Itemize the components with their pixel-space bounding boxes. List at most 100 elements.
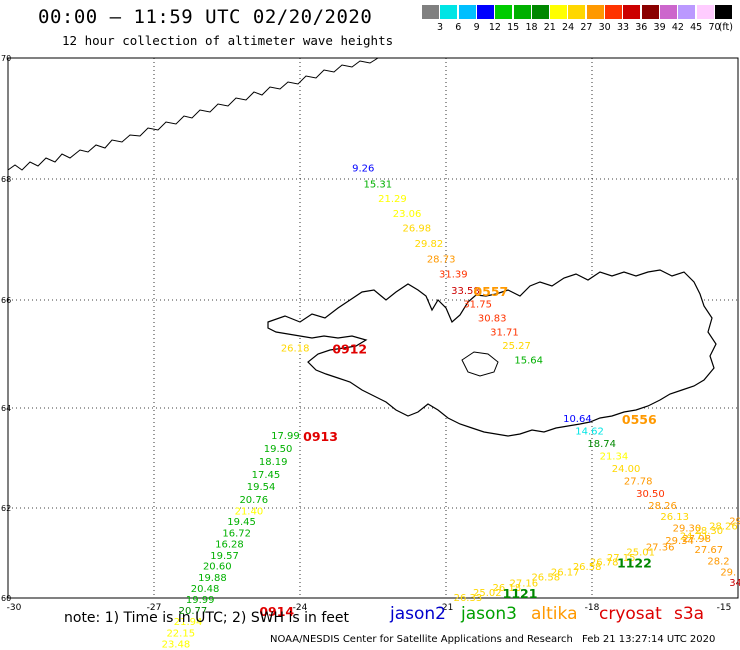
units-note: note: 1) Time is in UTC; 2) SWH is in fe… bbox=[64, 610, 350, 626]
swh-value: 19.57 bbox=[210, 551, 239, 562]
legend-swatch bbox=[422, 5, 439, 19]
pass-time-label: 1122 bbox=[617, 556, 652, 571]
greenland-coastline bbox=[7, 57, 379, 171]
legend-label: 24 bbox=[562, 22, 575, 33]
satellite-jason3: jason3 bbox=[461, 604, 517, 624]
legend-swatch bbox=[495, 5, 513, 19]
pass-time-label: 0913 bbox=[303, 429, 338, 444]
lat-tick-label: 66 bbox=[1, 296, 11, 305]
pass-time-label: 0912 bbox=[332, 341, 367, 356]
swh-value: 22.15 bbox=[166, 628, 195, 639]
swh-value: 34 bbox=[729, 578, 740, 589]
swh-value: 29.30 bbox=[673, 523, 702, 534]
lon-tick-label: -27 bbox=[147, 603, 162, 613]
map-frame bbox=[7, 57, 739, 599]
swh-value: 29.82 bbox=[415, 239, 444, 250]
swh-value: 24.71 bbox=[680, 532, 709, 543]
legend-swatch bbox=[641, 5, 659, 19]
map-subtitle: 12 hour collection of altimeter wave hei… bbox=[62, 33, 394, 48]
swh-value: 27.78 bbox=[624, 477, 653, 488]
swh-value: 25.27 bbox=[502, 341, 531, 352]
iceland-coastline bbox=[267, 269, 717, 437]
legend-label: 21 bbox=[543, 22, 556, 33]
swh-value: 26.18 bbox=[493, 583, 522, 594]
swh-value: 19.50 bbox=[264, 444, 293, 455]
swh-value: 14.62 bbox=[575, 427, 604, 438]
swh-value: 28.26 bbox=[648, 501, 677, 512]
legend-label: 42 bbox=[671, 22, 684, 33]
swh-value: 24.00 bbox=[612, 464, 641, 475]
swh-value: 29. bbox=[720, 568, 736, 579]
swh-value: 10.64 bbox=[563, 414, 592, 425]
credit-line: NOAA/NESDIS Center for Satellite Applica… bbox=[270, 634, 573, 645]
wave-height-labels: 9.26 15.31 21.29 23.06 26.98 29.82 28.73 31.39 3… bbox=[162, 164, 740, 650]
legend-label: 6 bbox=[455, 22, 462, 33]
legend-label: 9 bbox=[473, 22, 480, 33]
swh-value: 27.36 bbox=[646, 542, 675, 553]
swh-value: 27.67 bbox=[694, 545, 723, 556]
legend-label: 27 bbox=[580, 22, 593, 33]
legend-label: 30 bbox=[598, 22, 611, 33]
swh-value: 31.75 bbox=[463, 300, 492, 311]
swh-value: 18.74 bbox=[587, 439, 616, 450]
legend-label: 3 bbox=[436, 22, 444, 33]
legend-swatch bbox=[440, 5, 458, 19]
swh-value: 25.01 bbox=[626, 547, 655, 558]
generated-timestamp: Feb 21 13:27:14 UTC 2020 bbox=[582, 634, 716, 645]
swh-value: 9.26 bbox=[352, 164, 374, 175]
swh-value: 23.48 bbox=[162, 640, 191, 650]
swh-value: 21.40 bbox=[235, 506, 264, 517]
legend-swatch bbox=[531, 5, 549, 19]
swh-value: 20.77 bbox=[179, 606, 208, 617]
swh-value: 25.02 bbox=[473, 588, 502, 599]
lat-tick-label: 62 bbox=[1, 504, 11, 513]
swh-value: 18.19 bbox=[259, 457, 288, 468]
pass-time-label: 0557 bbox=[473, 284, 508, 299]
lat-tick-label: 64 bbox=[1, 404, 11, 413]
swh-value: 31.39 bbox=[439, 270, 468, 281]
swh-value: 21.29 bbox=[378, 194, 407, 205]
swh-value: 26.13 bbox=[660, 512, 689, 523]
legend-swatch bbox=[513, 5, 531, 19]
satellite-cryosat: cryosat bbox=[599, 604, 662, 624]
swh-value: 19.88 bbox=[198, 573, 227, 584]
pass-time-label: 1121 bbox=[503, 586, 538, 601]
swh-value: 27.16 bbox=[510, 578, 539, 589]
swh-value: 16.72 bbox=[222, 528, 251, 539]
legend-swatch bbox=[714, 5, 732, 19]
swh-value: 21.94 bbox=[174, 617, 203, 628]
swh-value: 20.48 bbox=[191, 584, 220, 595]
swh-value: 20.76 bbox=[239, 495, 268, 506]
swh-value: 28.73 bbox=[427, 254, 456, 265]
swh-value: 26.78 bbox=[590, 558, 619, 569]
swh-value: 20.60 bbox=[203, 562, 232, 573]
lat-tick-label: 60 bbox=[1, 594, 11, 603]
swh-value: 27.15 bbox=[607, 553, 636, 564]
swh-value: 26.17 bbox=[551, 568, 580, 579]
legend-label: 15 bbox=[507, 22, 520, 33]
legend-label: 70 bbox=[708, 22, 721, 33]
swh-value: 26.18 bbox=[281, 343, 310, 354]
satellite-s3a: s3a bbox=[674, 604, 705, 624]
legend-swatch bbox=[586, 5, 604, 19]
swh-value: 19.45 bbox=[227, 517, 256, 528]
swh-value: 26.58 bbox=[531, 572, 560, 583]
swh-value: 28.30 bbox=[694, 526, 723, 537]
swh-value: 17.99 bbox=[271, 431, 300, 442]
legend-label: 18 bbox=[525, 22, 538, 33]
swh-value: 21.34 bbox=[600, 452, 629, 463]
legend-swatch bbox=[678, 5, 696, 19]
legend-swatch bbox=[623, 5, 641, 19]
lat-tick-label: 68 bbox=[1, 175, 11, 184]
lat-tick-label: 70 bbox=[1, 54, 11, 63]
legend-swatch bbox=[550, 5, 568, 19]
coastlines bbox=[7, 57, 717, 437]
legend-label: 12 bbox=[488, 22, 501, 33]
swh-value: 19.54 bbox=[247, 482, 276, 493]
swh-value: 29.34 bbox=[665, 536, 694, 547]
lon-tick-label: -15 bbox=[717, 603, 732, 613]
swh-value: 19.99 bbox=[186, 595, 215, 606]
swh-value: 27.98 bbox=[682, 534, 711, 545]
swh-value: 30.83 bbox=[478, 314, 507, 325]
pass-time-label: 0914 bbox=[259, 604, 294, 619]
